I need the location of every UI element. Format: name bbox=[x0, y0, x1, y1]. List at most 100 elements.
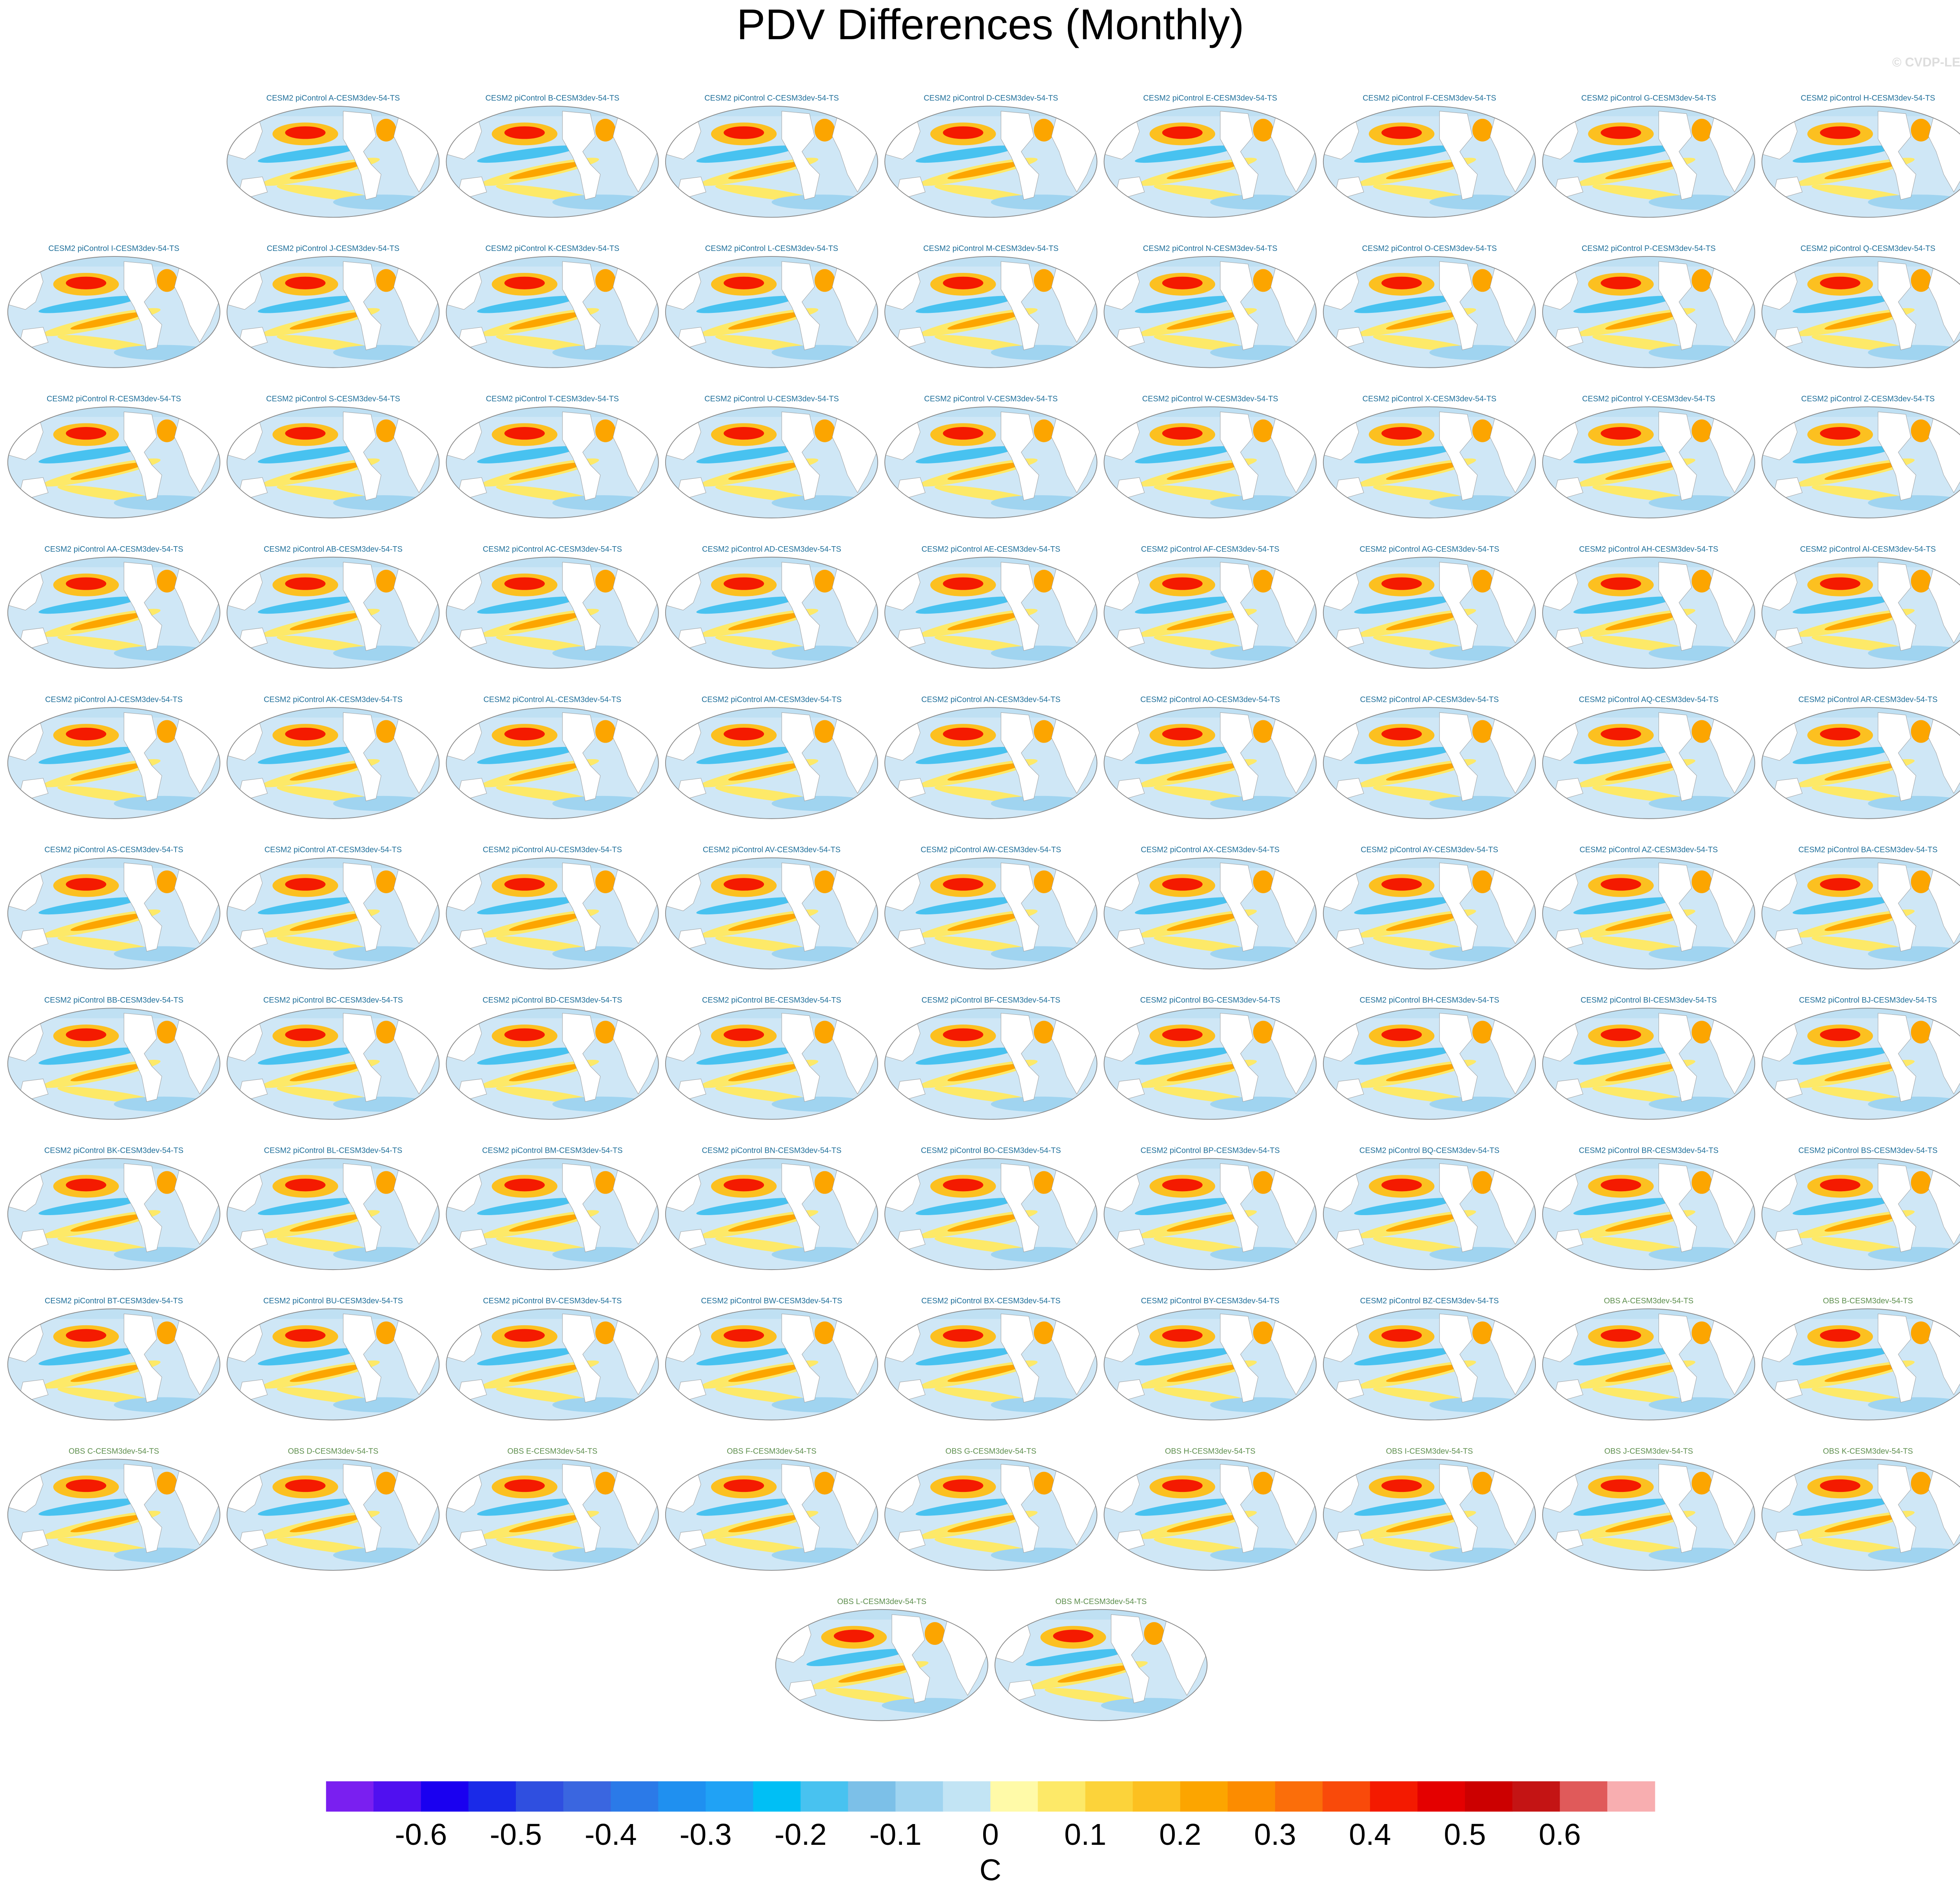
warm-core bbox=[70, 613, 145, 630]
map-panel bbox=[884, 1008, 1098, 1120]
atlantic-warm bbox=[1472, 1171, 1493, 1194]
south-cool bbox=[333, 194, 434, 210]
atlantic-warm bbox=[595, 118, 616, 142]
panel-title: CESM2 piControl BB-CESM3dev-54-TS bbox=[44, 996, 183, 1005]
land-australia bbox=[897, 627, 926, 649]
cool-band bbox=[1135, 747, 1235, 764]
warm-core bbox=[947, 1515, 1022, 1532]
land-americas bbox=[1001, 1163, 1039, 1252]
colorbar-tick-label: -0.6 bbox=[395, 1818, 447, 1851]
colorbar-box bbox=[1560, 1781, 1608, 1812]
arctic bbox=[7, 1459, 220, 1470]
colorbar-box bbox=[1180, 1781, 1228, 1812]
land-americas bbox=[123, 411, 162, 501]
map-panel bbox=[227, 105, 440, 218]
warm-core bbox=[290, 1515, 364, 1532]
atlantic-warm bbox=[1034, 1171, 1054, 1194]
map-field bbox=[7, 1158, 220, 1270]
land-australia bbox=[459, 778, 487, 799]
north-pacific-core bbox=[724, 727, 764, 741]
atlantic-warm bbox=[1911, 118, 1931, 142]
south-cool bbox=[333, 1397, 434, 1413]
north-pacific-core bbox=[65, 727, 107, 741]
land-americas bbox=[1220, 712, 1259, 801]
south-cool bbox=[1429, 1247, 1531, 1262]
map-panel bbox=[1103, 1459, 1317, 1571]
map-field bbox=[7, 707, 220, 819]
atlantic-warm bbox=[1472, 419, 1493, 442]
map-field bbox=[1543, 1158, 1755, 1270]
north-pacific-core bbox=[65, 427, 107, 440]
land-americas bbox=[891, 1614, 930, 1703]
map-panel bbox=[884, 857, 1098, 970]
map-field bbox=[885, 256, 1097, 368]
map-panel bbox=[884, 556, 1098, 669]
map-panel bbox=[1761, 1158, 1960, 1270]
atlantic-warm bbox=[376, 1171, 396, 1194]
atlantic-warm bbox=[1911, 1472, 1931, 1495]
colorbar-box bbox=[848, 1781, 896, 1812]
atlantic-warm bbox=[1034, 720, 1054, 743]
cool-band bbox=[258, 1498, 358, 1516]
map-field bbox=[665, 1158, 878, 1270]
cool-band bbox=[477, 296, 577, 313]
arctic bbox=[665, 707, 878, 718]
map-panel bbox=[7, 256, 221, 368]
south-cool bbox=[1210, 946, 1311, 961]
map-field bbox=[446, 858, 659, 969]
warm-core bbox=[1824, 1364, 1899, 1382]
panel-title: CESM2 piControl AH-CESM3dev-54-TS bbox=[1579, 545, 1718, 554]
south-cool bbox=[1210, 796, 1311, 811]
land-americas bbox=[343, 1163, 381, 1252]
panel-title: CESM2 piControl AS-CESM3dev-54-TS bbox=[44, 846, 183, 854]
warm-core bbox=[509, 312, 583, 330]
north-pacific-core bbox=[65, 1479, 107, 1492]
globe-outline bbox=[446, 857, 659, 970]
north-pacific-core bbox=[65, 1179, 107, 1192]
map-field bbox=[1323, 858, 1536, 969]
panel-title: CESM2 piControl I-CESM3dev-54-TS bbox=[48, 244, 179, 253]
north-pacific-core bbox=[1601, 1028, 1641, 1041]
atlantic-warm bbox=[1472, 1021, 1493, 1044]
warm-core bbox=[1386, 763, 1460, 781]
warm-core bbox=[728, 763, 802, 781]
map-field bbox=[7, 256, 220, 368]
atlantic-warm bbox=[595, 870, 616, 893]
globe-outline bbox=[1761, 406, 1960, 518]
cool-band bbox=[1354, 897, 1454, 915]
land-americas bbox=[1878, 1314, 1916, 1403]
north-pacific-core bbox=[1820, 1179, 1860, 1192]
land-americas bbox=[1001, 411, 1039, 501]
colorbar-tick-label: -0.5 bbox=[490, 1818, 542, 1851]
atlantic-warm bbox=[1253, 419, 1274, 442]
globe-outline bbox=[665, 1308, 878, 1421]
land-africa bbox=[1928, 712, 1960, 794]
map-panel bbox=[1542, 707, 1755, 819]
land-africa bbox=[1928, 111, 1960, 193]
map-field bbox=[995, 1609, 1207, 1721]
colorbar-box bbox=[468, 1781, 516, 1812]
land-americas bbox=[781, 261, 820, 351]
land-americas bbox=[123, 1314, 162, 1403]
south-cool bbox=[552, 645, 653, 661]
panel-title: CESM2 piControl AT-CESM3dev-54-TS bbox=[265, 846, 402, 854]
land-americas bbox=[123, 1464, 162, 1553]
north-pacific-core bbox=[1381, 427, 1422, 440]
warm-core bbox=[1386, 613, 1460, 630]
cool-band bbox=[1354, 747, 1454, 764]
globe-outline bbox=[1323, 256, 1536, 368]
colorbar-box bbox=[800, 1781, 849, 1812]
south-cool bbox=[771, 1247, 873, 1262]
land-americas bbox=[1001, 863, 1039, 952]
globe-outline bbox=[884, 707, 1098, 819]
south-cool bbox=[1101, 1698, 1202, 1713]
south-cool bbox=[1429, 194, 1531, 210]
globe-outline bbox=[665, 707, 878, 819]
south-cool bbox=[1648, 796, 1750, 811]
warm-core bbox=[1167, 1364, 1241, 1382]
globe-outline bbox=[1761, 105, 1960, 218]
north-pacific-core bbox=[285, 1479, 326, 1492]
panel-title: CESM2 piControl E-CESM3dev-54-TS bbox=[1143, 94, 1277, 103]
warm-core bbox=[509, 1064, 583, 1081]
land-australia bbox=[678, 1379, 706, 1400]
